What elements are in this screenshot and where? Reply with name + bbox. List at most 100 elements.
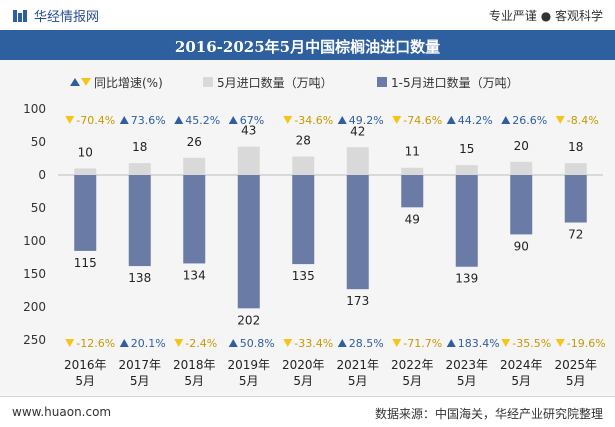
may-value-label: 10 [78, 145, 93, 159]
y-tick-label: 0 [38, 168, 46, 182]
may-value-label: 42 [350, 124, 365, 138]
growth-may-up-icon [119, 116, 129, 124]
growth-cum-down-icon [283, 339, 293, 347]
x-tick-month: 5月 [566, 374, 586, 388]
x-tick-year: 2016年 [64, 358, 107, 372]
x-tick-year: 2019年 [227, 358, 270, 372]
y-tick-label: 150 [23, 267, 46, 281]
top-bar: 华经情报网 专业严谨 ● 客观科学 [0, 0, 615, 30]
growth-may-label: 26.6% [512, 114, 547, 127]
growth-cum-up-icon [446, 339, 456, 347]
growth-cum-label: -12.6% [76, 337, 115, 350]
bar-cumulative [128, 175, 151, 267]
x-tick-year: 2018年 [173, 358, 216, 372]
growth-cum-label: -33.4% [294, 337, 333, 350]
title-bar: 2016-2025年5月中国棕榈油进口数量 [0, 30, 615, 60]
growth-cum-down-icon [174, 339, 184, 347]
bar-may [237, 146, 260, 175]
growth-may-label: -8.4% [567, 114, 599, 127]
bar-cumulative [564, 175, 587, 223]
may-value-label: 11 [405, 145, 420, 159]
growth-may-up-icon [446, 116, 456, 124]
growth-cum-down-icon [501, 339, 511, 347]
bar-may [346, 147, 369, 175]
growth-cum-label: -35.5% [512, 337, 551, 350]
growth-may-label: -70.4% [76, 114, 115, 127]
growth-cum-label: 20.1% [131, 337, 166, 350]
growth-may-up-icon [174, 116, 184, 124]
growth-may-down-icon [392, 116, 402, 124]
x-tick-month: 5月 [130, 374, 150, 388]
y-tick-label: 50 [31, 201, 46, 215]
cum-value-label: 49 [405, 212, 420, 226]
legend-may-swatch [203, 77, 213, 87]
bar-may [455, 165, 478, 175]
cum-value-label: 90 [514, 239, 529, 253]
legend-growth-label: 同比增速(%) [94, 76, 163, 90]
growth-may-label: 67% [240, 114, 264, 127]
legend-cum-label: 1-5月进口数量（万吨） [391, 75, 519, 90]
cum-value-label: 134 [183, 268, 206, 282]
footer-url: www.huaon.com [12, 405, 112, 419]
growth-cum-label: 183.4% [458, 337, 500, 350]
legend-cum-swatch [377, 77, 387, 87]
y-tick-label: 50 [31, 135, 46, 149]
growth-cum-up-icon [119, 339, 129, 347]
cum-value-label: 138 [128, 271, 151, 285]
bar-cumulative [401, 175, 424, 208]
x-tick-year: 2017年 [118, 358, 161, 372]
may-value-label: 26 [187, 135, 202, 149]
x-tick-month: 5月 [293, 374, 313, 388]
may-value-label: 20 [514, 139, 529, 153]
growth-cum-up-icon [337, 339, 347, 347]
footer: www.huaon.com 数据来源：中国海关，华经产业研究院整理 [0, 396, 615, 427]
bar-may [510, 161, 533, 175]
bar-cumulative [237, 175, 260, 309]
x-tick-month: 5月 [184, 374, 204, 388]
x-tick-month: 5月 [239, 374, 259, 388]
growth-cum-label: -19.6% [567, 337, 606, 350]
may-value-label: 15 [459, 142, 474, 156]
footer-source: 数据来源：中国海关，华经产业研究院整理 [374, 407, 603, 421]
legend-growth-up-icon [70, 78, 80, 86]
growth-cum-down-icon [555, 339, 565, 347]
cum-value-label: 202 [237, 313, 260, 327]
may-value-label: 18 [132, 140, 147, 154]
bar-may [128, 163, 151, 175]
growth-may-label: 49.2% [349, 114, 384, 127]
legend-growth-down-icon [81, 78, 91, 86]
cum-value-label: 173 [346, 294, 369, 308]
x-tick-month: 5月 [75, 374, 95, 388]
tagline: 专业严谨 ● 客观科学 [488, 9, 603, 23]
may-value-label: 18 [568, 140, 583, 154]
x-tick-year: 2021年 [336, 358, 379, 372]
cum-value-label: 115 [74, 256, 97, 270]
may-value-label: 28 [296, 134, 311, 148]
bar-may [292, 156, 315, 175]
x-tick-year: 2022年 [391, 358, 434, 372]
growth-cum-label: -71.7% [403, 337, 442, 350]
growth-cum-label: -2.4% [185, 337, 217, 350]
legend-may-label: 5月进口数量（万吨） [217, 75, 333, 90]
bar-may [74, 168, 97, 175]
growth-may-down-icon [283, 116, 293, 124]
bar-cumulative [455, 175, 478, 267]
brand-name: 华经情报网 [34, 10, 100, 25]
x-tick-month: 5月 [457, 374, 477, 388]
y-tick-label: 250 [23, 333, 46, 347]
x-tick-month: 5月 [402, 374, 422, 388]
y-tick-label: 100 [23, 102, 46, 116]
bar-cumulative [510, 175, 533, 235]
x-tick-year: 2020年 [282, 358, 325, 372]
chart-title: 2016-2025年5月中国棕榈油进口数量 [174, 38, 441, 56]
cum-value-label: 139 [455, 272, 478, 286]
growth-cum-down-icon [392, 339, 402, 347]
growth-may-label: 44.2% [458, 114, 493, 127]
growth-cum-label: 28.5% [349, 337, 384, 350]
bar-cumulative [183, 175, 206, 264]
growth-cum-label: 50.8% [240, 337, 275, 350]
cum-value-label: 135 [292, 269, 315, 283]
brand-logo-icon [13, 9, 27, 22]
growth-may-up-icon [228, 116, 238, 124]
